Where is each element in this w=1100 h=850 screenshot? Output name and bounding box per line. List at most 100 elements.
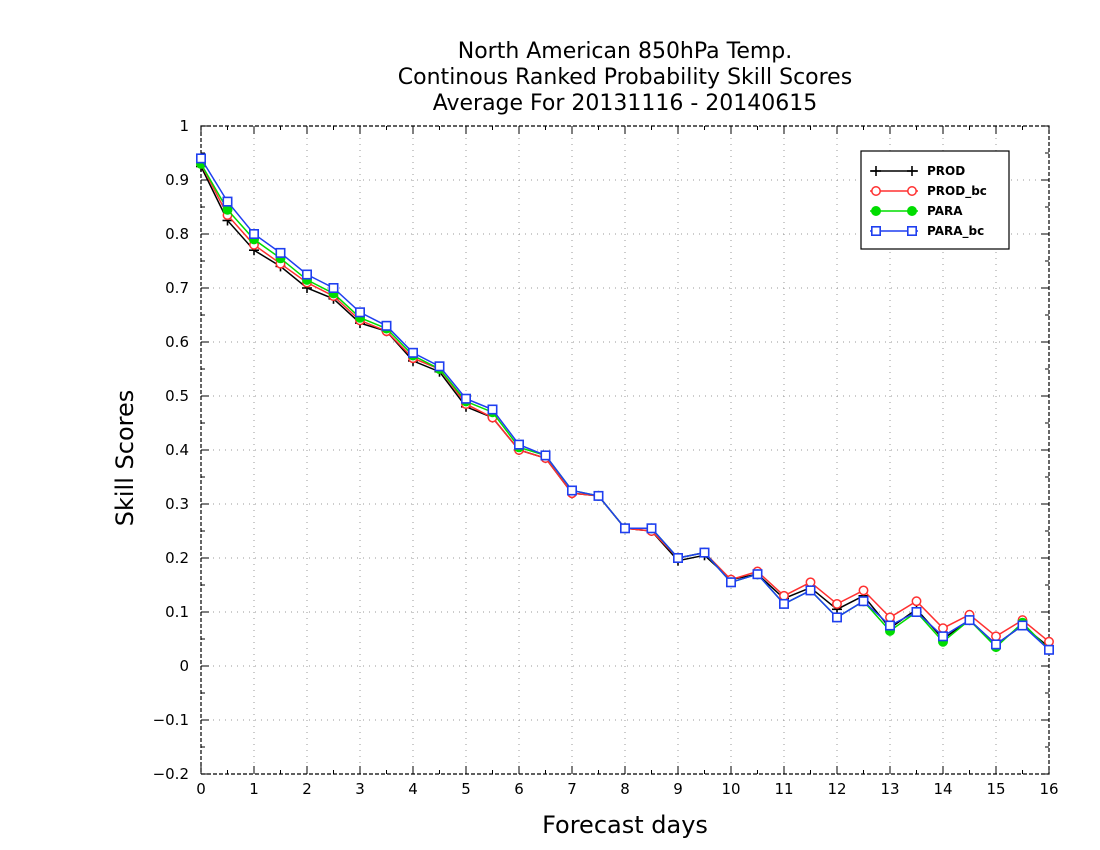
y-tick-label: −0.1 xyxy=(153,711,189,729)
y-tick-label: 0.3 xyxy=(165,495,189,513)
data-point-para-bc xyxy=(540,450,551,461)
y-tick-label: 1 xyxy=(179,117,189,135)
data-point-para-bc xyxy=(249,229,260,240)
x-tick-label: 14 xyxy=(933,780,952,798)
data-point-para-bc xyxy=(937,631,948,642)
x-tick-label: 15 xyxy=(986,780,1005,798)
data-point-prod-bc xyxy=(885,612,895,623)
y-tick-label: 0.9 xyxy=(165,171,189,189)
series-para-bc xyxy=(196,153,1055,655)
x-tick-label: 12 xyxy=(827,780,846,798)
data-point-para-bc xyxy=(566,485,577,496)
data-point-para-bc xyxy=(778,598,789,609)
data-point-para-bc xyxy=(858,596,869,607)
data-point-prod-bc xyxy=(832,598,842,609)
data-point-para-bc xyxy=(434,361,445,372)
series-lines xyxy=(196,153,1055,655)
title-line-1: North American 850hPa Temp. xyxy=(458,39,793,64)
x-tick-label: 6 xyxy=(514,780,524,798)
data-point-para-bc xyxy=(513,439,524,450)
legend-item-prod-bc: PROD_bc xyxy=(870,184,987,199)
chart-title: North American 850hPa Temp. Continous Ra… xyxy=(398,39,852,116)
x-tick-label: 1 xyxy=(249,780,259,798)
x-tick-label: 8 xyxy=(620,780,630,798)
x-tick-label: 5 xyxy=(461,780,471,798)
data-point-para-bc xyxy=(301,269,312,280)
data-point-para-bc xyxy=(672,552,683,563)
y-tick-label: −0.2 xyxy=(153,765,189,783)
legend-marker-left-para-bc xyxy=(870,226,881,237)
data-point-para-bc xyxy=(884,620,895,631)
data-point-prod-bc xyxy=(1044,636,1054,647)
data-point-prod-bc xyxy=(805,577,816,588)
legend-label-para-bc: PARA_bc xyxy=(927,224,984,239)
y-tick-labels: −0.2 −0.1 0 0.1 0.2 0.3 0.4 0.5 0.6 0.7 0.8 0.9 1 xyxy=(153,117,189,783)
legend-marker-left-prod xyxy=(871,166,881,176)
data-point-para-bc xyxy=(593,490,604,501)
data-point-para-bc xyxy=(1017,620,1028,631)
title-line-3: Average For 20131116 - 20140615 xyxy=(433,91,818,116)
legend-item-prod: PROD xyxy=(870,164,965,178)
legend-marker-left-prod-bc xyxy=(871,186,881,196)
data-point-prod-bc xyxy=(991,631,1001,642)
data-point-para-bc xyxy=(487,404,498,415)
data-point-prod-bc xyxy=(911,596,922,607)
data-point-para-bc xyxy=(911,606,922,617)
y-tick-label: 0.5 xyxy=(165,387,189,405)
x-tick-label: 10 xyxy=(721,780,740,798)
data-point-para-bc xyxy=(646,523,657,534)
legend-label-para: PARA xyxy=(927,204,963,218)
y-tick-label: 0.8 xyxy=(165,225,189,243)
data-point-para-bc xyxy=(831,612,842,623)
legend-marker-right-para xyxy=(907,206,917,216)
data-point-para-bc xyxy=(328,282,339,293)
data-point-para-bc xyxy=(381,320,392,331)
legend-item-para: PARA xyxy=(870,204,963,218)
data-point-para-bc xyxy=(354,307,365,318)
data-point-para-bc xyxy=(619,523,630,534)
x-tick-label: 2 xyxy=(302,780,312,798)
data-point-para-bc xyxy=(725,577,736,588)
legend-items: PROD PROD_bc PARA PARA_bc xyxy=(870,164,987,239)
legend-marker-right-prod xyxy=(907,166,917,176)
x-tick-label: 7 xyxy=(567,780,577,798)
x-tick-label: 3 xyxy=(355,780,365,798)
legend-marker-right-prod-bc xyxy=(907,186,917,196)
title-line-2: Continous Ranked Probability Skill Score… xyxy=(398,65,852,90)
data-point-prod-bc xyxy=(779,590,789,601)
legend-item-para-bc: PARA_bc xyxy=(870,224,984,239)
x-tick-label: 9 xyxy=(673,780,683,798)
legend-label-prod-bc: PROD_bc xyxy=(927,184,987,199)
data-point-para-bc xyxy=(275,247,286,258)
data-point-para-bc xyxy=(805,585,816,596)
y-axis-label: Skill Scores xyxy=(111,390,139,527)
x-tick-label: 0 xyxy=(196,780,206,798)
data-point-para-bc xyxy=(460,393,471,404)
y-tick-label: 0.6 xyxy=(165,333,189,351)
legend-label-prod: PROD xyxy=(927,164,965,178)
x-tick-labels: 0 1 2 3 4 5 6 7 8 9 10 11 12 13 14 15 16 xyxy=(196,780,1058,798)
data-point-para-bc xyxy=(699,547,710,558)
legend-marker-left-para xyxy=(871,206,881,216)
x-tick-label: 4 xyxy=(408,780,418,798)
data-point-prod-bc xyxy=(938,623,948,634)
legend-marker-right-para-bc xyxy=(906,226,917,237)
legend-box xyxy=(860,150,1010,250)
x-tick-label: 13 xyxy=(880,780,899,798)
data-point-para-bc xyxy=(1044,644,1055,655)
x-axis-label: Forecast days xyxy=(542,811,708,839)
y-tick-label: 0.1 xyxy=(165,603,189,621)
data-point-para-bc xyxy=(196,153,207,164)
data-point-para-bc xyxy=(222,196,233,207)
data-point-para-bc xyxy=(407,347,418,358)
data-point-para-bc xyxy=(964,615,975,626)
x-tick-label: 11 xyxy=(774,780,793,798)
legend: PROD PROD_bc PARA PARA_bc xyxy=(860,150,1010,250)
x-tick-label: 16 xyxy=(1039,780,1058,798)
y-tick-label: 0.2 xyxy=(165,549,189,567)
data-point-prod-bc xyxy=(858,585,869,596)
y-tick-label: 0.4 xyxy=(165,441,189,459)
axis-ticks xyxy=(200,125,1050,775)
data-point-para-bc xyxy=(990,639,1001,650)
